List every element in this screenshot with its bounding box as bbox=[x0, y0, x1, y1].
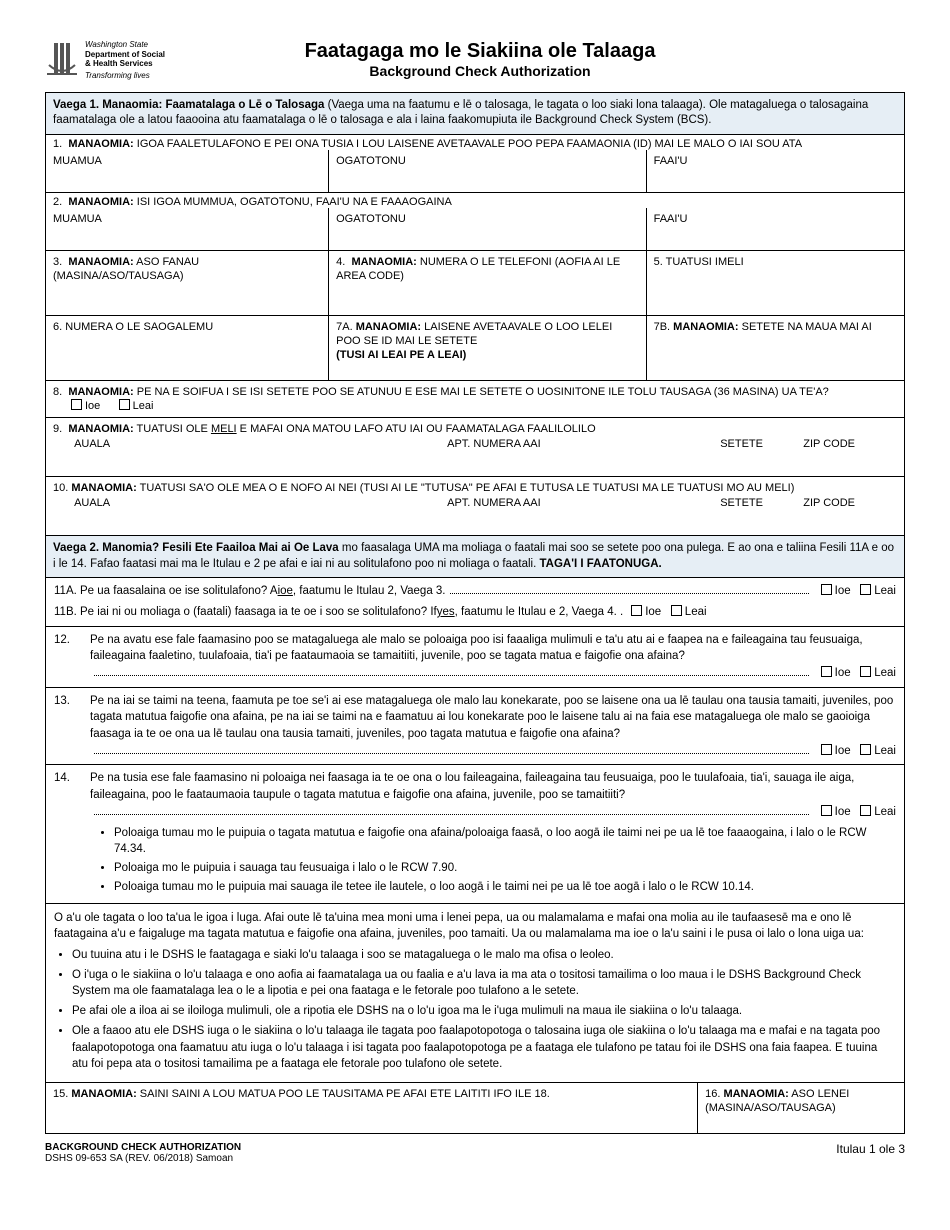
f9-apt-city: APT. NUMERA AAI bbox=[447, 437, 717, 451]
field-8: 8. MANAOMIA: PE NA E SOIFUA I SE ISI SET… bbox=[46, 381, 904, 419]
page-header: Washington State Department of Social & … bbox=[45, 40, 905, 80]
section2-header: Vaega 2. Manomia? Fesili Ete Faailoa Mai… bbox=[46, 536, 904, 578]
field-9: 9. MANAOMIA: TUATUSI OLE MELI E MAFAI ON… bbox=[46, 418, 904, 477]
question-11: 11A. Pe ua faasalaina oe ise solitulafon… bbox=[46, 578, 904, 626]
q14-bullets: Poloaiga tumau mo le puipuia o tagata ma… bbox=[114, 825, 896, 895]
logo-line3: & Health Services bbox=[85, 59, 165, 69]
f8-no-checkbox[interactable] bbox=[119, 399, 130, 410]
logo-line1: Washington State bbox=[85, 40, 165, 50]
field-1: 1. MANAOMIA: IGOA FAALETULAFONO E PEI ON… bbox=[46, 135, 904, 193]
f1-num: 1. bbox=[53, 138, 62, 150]
section1-header: Vaega 1. Manaomia: Faamatalaga o Lē o Ta… bbox=[46, 93, 904, 135]
q12-yes-checkbox[interactable] bbox=[821, 666, 832, 677]
cert-list: Ou tuuina atu i le DSHS le faatagaga e s… bbox=[72, 947, 896, 1072]
title-block: Faatagaga mo le Siakiina ole Talaaga Bac… bbox=[165, 40, 795, 79]
f1-last[interactable]: FAAI'U bbox=[654, 154, 897, 168]
q14-bullet-2: Poloaiga mo le puipuia i sauaga tau feus… bbox=[114, 860, 896, 876]
cert-intro: O a'u ole tagata o loo ta'ua le igoa i l… bbox=[54, 912, 864, 940]
cert-item-4: Ole a faaoo atu ele DSHS iuga o le siaki… bbox=[72, 1023, 896, 1071]
f9-state: SETETE bbox=[720, 437, 800, 451]
f2-text: ISI IGOA MUMMUA, OGATOTONU, FAAI'U NA E … bbox=[134, 196, 452, 208]
signature-row: 15. MANAOMIA: SAINI SAINI A LOU MATUA PO… bbox=[46, 1083, 904, 1133]
field-7b-state[interactable]: 7B. MANAOMIA: SETETE NA MAUA MAI AI bbox=[647, 316, 904, 380]
q13-no-checkbox[interactable] bbox=[860, 744, 871, 755]
form-subtitle: Background Check Authorization bbox=[165, 63, 795, 79]
f2-middle[interactable]: OGATOTONU bbox=[336, 212, 638, 226]
q14-no-checkbox[interactable] bbox=[860, 805, 871, 816]
field-4-phone[interactable]: 4. MANAOMIA: NUMERA O LE TELEFONI (AOFIA… bbox=[329, 251, 646, 315]
section1-lead: Vaega 1. Manaomia: Faamatalaga o Lē o Ta… bbox=[53, 99, 324, 111]
field-7a-license[interactable]: 7A. MANAOMIA: LAISENE AVETAAVALE O LOO L… bbox=[329, 316, 646, 380]
field-3-dob[interactable]: 3. MANAOMIA: ASO FANAU (MASINA/ASO/TAUSA… bbox=[46, 251, 329, 315]
footer-title: BACKGROUND CHECK AUTHORIZATION bbox=[45, 1142, 241, 1153]
f10-zip: ZIP CODE bbox=[803, 497, 855, 509]
f2-first[interactable]: MUAMUA bbox=[53, 212, 321, 226]
q13-yes-checkbox[interactable] bbox=[821, 744, 832, 755]
question-12: 12. Pe na avatu ese fale faamasino poo s… bbox=[46, 627, 904, 688]
f9-zip: ZIP CODE bbox=[803, 438, 855, 450]
field-10: 10. MANAOMIA: TUATUSI SA'O OLE MEA O E N… bbox=[46, 477, 904, 536]
f10-street: AUALA bbox=[74, 496, 444, 510]
f10-apt-city: APT. NUMERA AAI bbox=[447, 496, 717, 510]
field-15-signature[interactable]: 15. MANAOMIA: SAINI SAINI A LOU MATUA PO… bbox=[46, 1083, 698, 1133]
f9-street: AUALA bbox=[74, 437, 444, 451]
form-title: Faatagaga mo le Siakiina ole Talaaga bbox=[165, 40, 795, 63]
question-13: 13. Pe na iai se taimi na teena, faamuta… bbox=[46, 688, 904, 766]
certification-block: O a'u ole tagata o loo ta'ua le igoa i l… bbox=[46, 904, 904, 1083]
q11b-yes-checkbox[interactable] bbox=[631, 605, 642, 616]
page-footer: BACKGROUND CHECK AUTHORIZATION DSHS 09-6… bbox=[45, 1142, 905, 1164]
q14-bullet-3: Poloaiga tumau mo le puipuia mai sauaga … bbox=[114, 879, 896, 895]
q12-no-checkbox[interactable] bbox=[860, 666, 871, 677]
fields-6-7: 6. NUMERA O LE SAOGALEMU 7A. MANAOMIA: L… bbox=[46, 316, 904, 381]
dshs-emblem-icon bbox=[45, 41, 79, 79]
form-container: Vaega 1. Manaomia: Faamatalaga o Lē o Ta… bbox=[45, 92, 905, 1134]
fields-3-4-5: 3. MANAOMIA: ASO FANAU (MASINA/ASO/TAUSA… bbox=[46, 251, 904, 316]
footer-form-id: DSHS 09-653 SA (REV. 06/2018) Samoan bbox=[45, 1153, 241, 1164]
field-2: 2. MANAOMIA: ISI IGOA MUMMUA, OGATOTONU,… bbox=[46, 193, 904, 251]
f8-yes-checkbox[interactable] bbox=[71, 399, 82, 410]
cert-item-3: Pe afai ole a iloa ai se iloiloga mulimu… bbox=[72, 1003, 896, 1019]
f1-req: MANAOMIA: bbox=[68, 138, 133, 150]
logo-line2: Department of Social bbox=[85, 50, 165, 60]
q11a-yes-checkbox[interactable] bbox=[821, 584, 832, 595]
f2-last[interactable]: FAAI'U bbox=[654, 212, 897, 226]
f2-num: 2. bbox=[53, 196, 62, 208]
q11a-no-checkbox[interactable] bbox=[860, 584, 871, 595]
cert-item-2: O i'uga o le siakiina o lo'u talaaga e o… bbox=[72, 967, 896, 999]
field-6-ssn[interactable]: 6. NUMERA O LE SAOGALEMU bbox=[46, 316, 329, 380]
cert-item-1: Ou tuuina atu i le DSHS le faatagaga e s… bbox=[72, 947, 896, 963]
f1-middle[interactable]: OGATOTONU bbox=[336, 154, 638, 168]
f2-req: MANAOMIA: bbox=[68, 196, 133, 208]
question-14: 14. Pe na tusia ese fale faamasino ni po… bbox=[46, 765, 904, 903]
f10-state: SETETE bbox=[720, 496, 800, 510]
q11b-no-checkbox[interactable] bbox=[671, 605, 682, 616]
f1-text: IGOA FAALETULAFONO E PEI ONA TUSIA I LOU… bbox=[134, 138, 802, 150]
f1-first[interactable]: MUAMUA bbox=[53, 154, 321, 168]
agency-logo: Washington State Department of Social & … bbox=[45, 40, 165, 80]
field-5-email[interactable]: 5. TUATUSI IMELI bbox=[647, 251, 904, 315]
section2-lead: Vaega 2. Manomia? Fesili Ete Faailoa Mai… bbox=[53, 542, 339, 554]
q14-yes-checkbox[interactable] bbox=[821, 805, 832, 816]
field-16-date[interactable]: 16. MANAOMIA: ASO LENEI (MASINA/ASO/TAUS… bbox=[698, 1083, 904, 1133]
q14-bullet-1: Poloaiga tumau mo le puipuia o tagata ma… bbox=[114, 825, 896, 857]
logo-tagline: Transforming lives bbox=[85, 71, 165, 80]
footer-page: Itulau 1 ole 3 bbox=[836, 1142, 905, 1164]
